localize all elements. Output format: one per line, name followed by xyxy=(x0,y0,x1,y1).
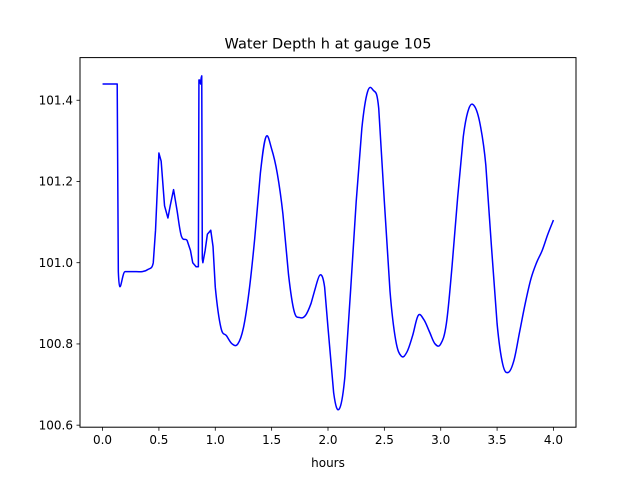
y-tick-label: 101.0 xyxy=(39,256,73,270)
x-axis: 0.0 0.5 1.0 1.5 2.0 2.5 3.0 3.5 4.0 xyxy=(93,427,563,447)
x-tick-label: 1.5 xyxy=(262,433,281,447)
x-tick-label: 2.0 xyxy=(318,433,337,447)
x-tick-label: 1.0 xyxy=(206,433,225,447)
chart-title: Water Depth h at gauge 105 xyxy=(225,37,432,53)
y-tick-label: 101.4 xyxy=(39,93,73,107)
x-tick-label: 4.0 xyxy=(544,433,563,447)
series-line-0 xyxy=(102,75,555,411)
y-tick-label: 101.2 xyxy=(39,175,73,189)
series-layer xyxy=(102,75,555,411)
x-tick-label: 3.5 xyxy=(488,433,507,447)
x-tick-label: 2.5 xyxy=(375,433,394,447)
y-tick-label: 100.8 xyxy=(39,337,73,351)
x-tick-label: 0.5 xyxy=(149,433,168,447)
x-tick-label: 3.0 xyxy=(431,433,450,447)
y-tick-label: 100.6 xyxy=(39,418,73,432)
y-axis: 100.6 100.8 101.0 101.2 101.4 xyxy=(39,93,80,432)
x-tick-label: 0.0 xyxy=(93,433,112,447)
x-axis-label: hours xyxy=(311,456,345,470)
